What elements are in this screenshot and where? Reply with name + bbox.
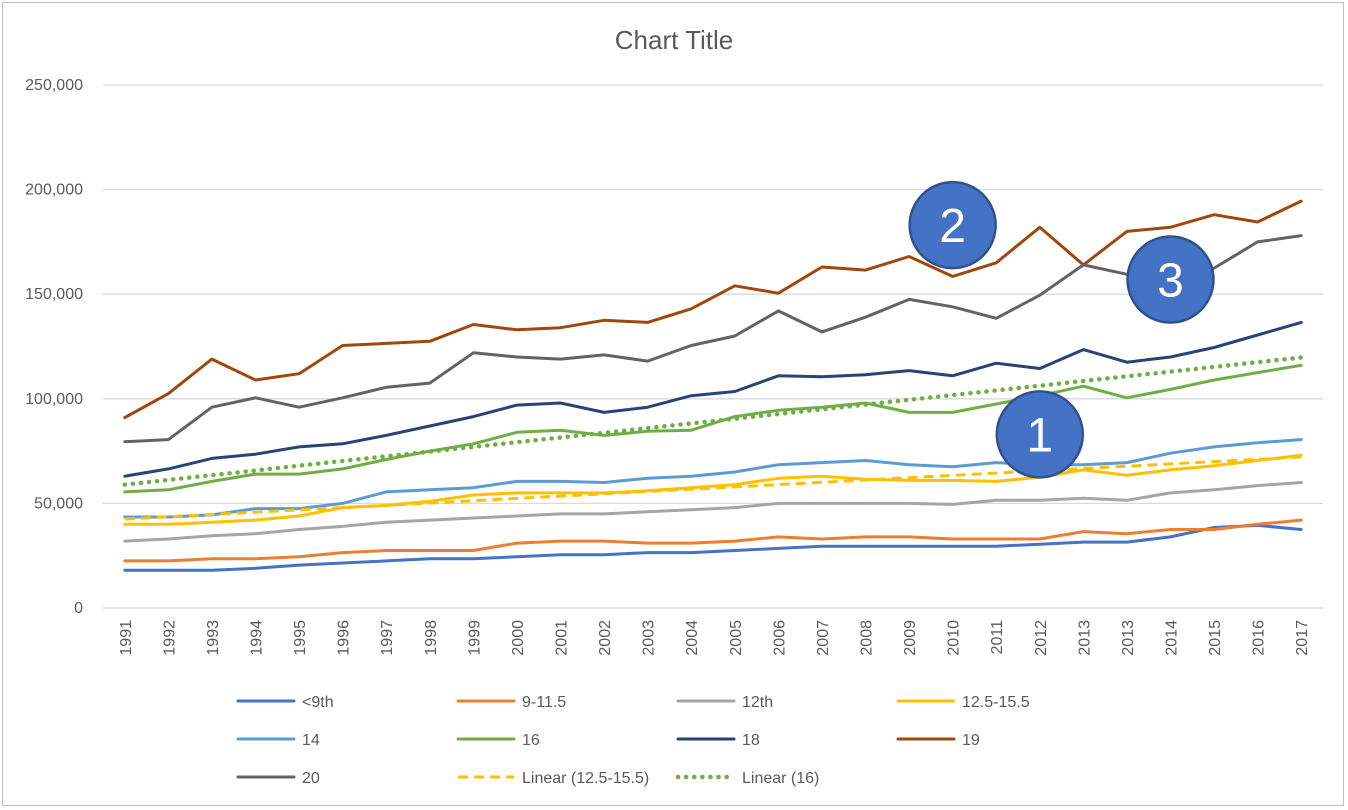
x-tick-label: 2011 <box>989 620 1006 655</box>
series-line <box>123 481 1303 543</box>
x-tick-label: 2015 <box>1207 620 1224 656</box>
series-line <box>122 355 1304 487</box>
x-tick-label: 1994 <box>249 620 266 656</box>
y-axis-ticks: 0 50,000 100,000 150,000 200,000 250,000 <box>25 77 83 617</box>
series-line <box>123 320 1303 478</box>
x-tick-label: 2017 <box>1294 620 1311 656</box>
callout-circle <box>908 180 997 270</box>
x-tick-label: 1993 <box>205 620 222 656</box>
x-tick-label: 2005 <box>728 620 745 656</box>
x-tick-label: 2010 <box>946 620 963 656</box>
x-tick-label: 2007 <box>815 620 832 656</box>
chart-title: Chart Title <box>615 25 734 55</box>
series-line <box>123 438 1303 519</box>
legend-item: 9-11.5 <box>456 694 566 711</box>
callout-badge: 3 <box>1126 235 1215 324</box>
legend-label: 12.5-15.5 <box>962 694 1030 711</box>
x-tick-label: 2003 <box>641 620 658 656</box>
series-line <box>123 199 1303 420</box>
legend-item: 16 <box>456 732 540 749</box>
series-line <box>123 518 1303 563</box>
legend-label: Linear (16) <box>742 770 819 787</box>
legend-label: 14 <box>302 732 320 749</box>
x-tick-label: 2009 <box>902 620 919 656</box>
x-tick-label: 2012 <box>1033 620 1050 656</box>
x-tick-label: 2014 <box>1164 620 1181 656</box>
series-line <box>123 523 1303 572</box>
x-tick-label: 2004 <box>684 620 701 656</box>
x-tick-label: 2008 <box>859 620 876 656</box>
series-line <box>124 455 1302 521</box>
x-tick-label: 1998 <box>423 620 440 656</box>
callout-circle <box>995 390 1085 479</box>
callout-label: 1 <box>1026 409 1053 462</box>
callouts: 1 2 3 <box>908 180 1215 479</box>
gridlines <box>103 84 1323 609</box>
legend-item: 12th <box>676 694 773 711</box>
x-tick-label: 1996 <box>336 620 353 656</box>
legend-item: 14 <box>236 732 320 749</box>
legend-item: <9th <box>236 694 334 711</box>
legend-label: 12th <box>742 694 773 711</box>
callout-label: 3 <box>1157 255 1184 308</box>
x-tick-label: 2002 <box>597 620 614 656</box>
legend-label: Linear (12.5-15.5) <box>522 770 649 787</box>
series-lines <box>122 199 1304 572</box>
legend-item: Linear (12.5-15.5) <box>458 770 649 787</box>
y-tick-label: 0 <box>74 600 83 617</box>
series-line <box>123 453 1303 526</box>
series-line <box>123 363 1303 494</box>
legend-item: 18 <box>676 732 760 749</box>
callout-circle <box>1126 235 1215 324</box>
x-tick-label: 1992 <box>161 620 178 656</box>
x-tick-label: 2016 <box>1251 620 1268 656</box>
x-tick-label: 1999 <box>466 620 483 656</box>
x-tick-label: 2013 <box>1120 620 1137 656</box>
legend-label: 9-11.5 <box>522 694 566 711</box>
y-tick-label: 250,000 <box>25 77 83 94</box>
y-tick-label: 50,000 <box>34 495 83 512</box>
x-axis-ticks: 1991 1992 1993 1994 1995 1996 1997 1998 1999 2000… <box>118 620 1311 656</box>
callout-badge: 2 <box>908 180 997 270</box>
y-tick-label: 100,000 <box>25 391 83 408</box>
legend-label: <9th <box>302 694 334 711</box>
callout-badge: 1 <box>995 390 1085 479</box>
x-tick-label: 2001 <box>554 620 571 656</box>
legend-item: 12.5-15.5 <box>896 694 1030 711</box>
y-tick-label: 150,000 <box>25 286 83 303</box>
x-tick-label: 1995 <box>292 620 309 656</box>
legend-item: 20 <box>236 770 320 787</box>
series-line <box>123 234 1303 444</box>
chart-svg: Chart Title 0 50,000 100,000 150,000 200,000… <box>25 25 1323 787</box>
x-tick-label: 2013 <box>1076 620 1093 656</box>
x-tick-label: 2006 <box>771 620 788 656</box>
x-tick-label: 1991 <box>118 620 135 656</box>
legend: <9th 9-11.5 12th 12.5-15.5 14 16 18 19 20 Linear … <box>236 694 1030 787</box>
legend-label: 18 <box>742 732 760 749</box>
legend-item: 19 <box>896 732 980 749</box>
legend-label: 19 <box>962 732 980 749</box>
x-tick-label: 2000 <box>510 620 527 656</box>
y-tick-label: 200,000 <box>25 182 83 199</box>
legend-label: 20 <box>302 770 320 787</box>
x-tick-label: 1997 <box>379 620 396 656</box>
callout-label: 2 <box>939 200 966 253</box>
legend-item: Linear (16) <box>675 770 819 787</box>
legend-label: 16 <box>522 732 540 749</box>
